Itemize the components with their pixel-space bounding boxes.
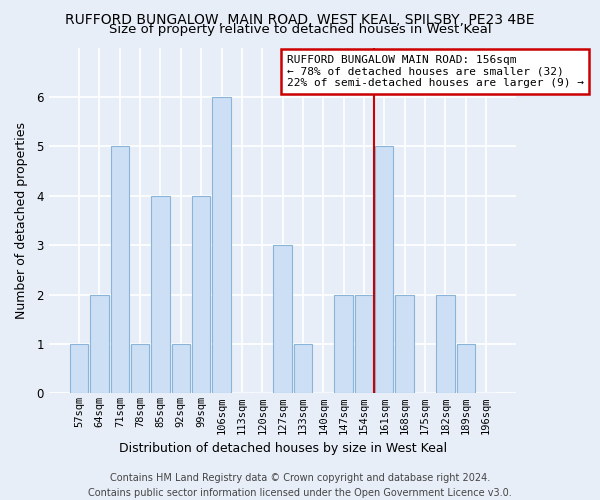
Bar (355, 294, 373, 394)
Text: RUFFORD BUNGALOW, MAIN ROAD, WEST KEAL, SPILSBY, PE23 4BE: RUFFORD BUNGALOW, MAIN ROAD, WEST KEAL, … (65, 12, 535, 26)
Bar (457, 344, 475, 394)
Bar (436, 294, 455, 394)
Bar (131, 344, 149, 394)
Text: Contains HM Land Registry data © Crown copyright and database right 2024.
Contai: Contains HM Land Registry data © Crown c… (88, 472, 512, 498)
Bar (375, 146, 394, 394)
Bar (192, 196, 211, 394)
Text: Size of property relative to detached houses in West Keal: Size of property relative to detached ho… (109, 22, 491, 36)
Bar (294, 344, 312, 394)
Bar (334, 294, 353, 394)
Bar (212, 97, 230, 394)
Bar (91, 294, 109, 394)
Bar (70, 344, 88, 394)
Bar (395, 294, 414, 394)
Bar (274, 245, 292, 394)
Bar (172, 344, 190, 394)
X-axis label: Distribution of detached houses by size in West Keal: Distribution of detached houses by size … (119, 442, 446, 455)
Bar (110, 146, 129, 394)
Text: RUFFORD BUNGALOW MAIN ROAD: 156sqm
← 78% of detached houses are smaller (32)
22%: RUFFORD BUNGALOW MAIN ROAD: 156sqm ← 78%… (287, 55, 584, 88)
Bar (151, 196, 170, 394)
Y-axis label: Number of detached properties: Number of detached properties (15, 122, 28, 319)
